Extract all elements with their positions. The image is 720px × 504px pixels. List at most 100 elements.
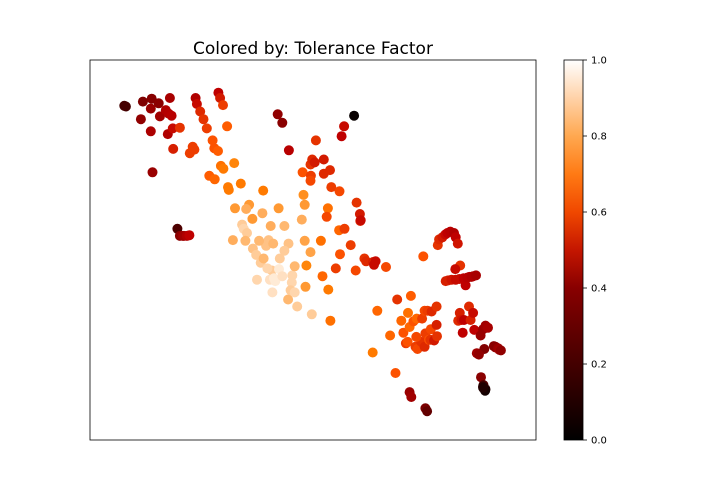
data-point-164 <box>431 301 442 312</box>
data-point-48 <box>240 235 251 246</box>
data-point-90 <box>297 167 308 178</box>
data-point-64 <box>268 238 279 249</box>
colorbar-tick-label-2: 0.4 <box>591 284 607 295</box>
data-point-153 <box>417 313 428 324</box>
data-point-17 <box>147 167 158 178</box>
data-point-36 <box>209 174 220 185</box>
data-point-123 <box>370 256 381 267</box>
colorbar-tick-label-4: 0.8 <box>591 132 607 143</box>
data-point-69 <box>265 221 276 231</box>
data-point-125 <box>367 347 378 358</box>
data-point-81 <box>292 301 303 312</box>
data-point-34 <box>218 163 229 174</box>
colorbar-tick-label-1: 0.2 <box>591 360 607 371</box>
colorbar-tick-label-3: 0.6 <box>591 208 607 219</box>
data-point-38 <box>223 184 234 195</box>
data-point-80 <box>289 287 300 298</box>
data-point-138 <box>381 262 391 272</box>
data-point-141 <box>396 315 407 326</box>
data-point-4 <box>145 103 156 114</box>
data-point-126 <box>339 121 350 132</box>
data-point-73 <box>279 245 290 256</box>
data-point-70 <box>273 203 284 214</box>
data-point-32 <box>222 121 233 132</box>
data-point-128 <box>277 117 288 128</box>
data-point-61 <box>270 276 281 287</box>
data-point-113 <box>350 265 361 276</box>
data-point-175 <box>452 238 463 249</box>
data-point-89 <box>306 309 317 320</box>
data-point-145 <box>403 307 413 318</box>
colorbar-ticks: 0.0 0.2 0.4 0.6 0.8 1.0 <box>583 56 607 447</box>
data-point-207 <box>478 382 489 393</box>
data-point-6 <box>153 98 164 109</box>
chart-title: Colored by: Tolerance Factor <box>193 39 433 59</box>
data-point-23 <box>195 106 206 117</box>
data-point-114 <box>349 110 360 121</box>
data-point-46 <box>242 228 252 238</box>
data-point-111 <box>339 223 350 234</box>
data-point-180 <box>457 327 468 338</box>
data-point-127 <box>336 131 347 142</box>
data-point-208 <box>473 349 484 360</box>
data-point-211 <box>483 322 493 333</box>
data-point-88 <box>301 260 312 271</box>
data-point-85 <box>305 247 316 258</box>
data-point-197 <box>468 307 479 318</box>
data-point-104 <box>315 235 326 246</box>
data-point-50 <box>251 249 262 260</box>
data-point-82 <box>296 214 307 225</box>
data-point-11 <box>164 93 175 103</box>
data-point-154 <box>418 251 429 262</box>
data-point-24 <box>198 114 209 125</box>
data-point-86 <box>299 235 310 246</box>
colorbar-tick-label-0: 0.0 <box>591 436 607 447</box>
data-point-99 <box>325 165 335 176</box>
data-point-68 <box>258 185 269 196</box>
data-point-103 <box>321 211 332 222</box>
plot-frame <box>89 59 537 441</box>
data-point-147 <box>405 290 416 301</box>
data-point-110 <box>335 249 345 260</box>
data-point-83 <box>299 199 310 210</box>
data-point-144 <box>402 336 413 347</box>
data-point-2 <box>135 114 146 125</box>
data-point-16 <box>174 122 185 133</box>
data-point-100 <box>326 182 337 193</box>
colorbar-tick-label-5: 1.0 <box>591 56 607 67</box>
data-point-22 <box>191 99 202 109</box>
data-point-71 <box>279 221 290 231</box>
data-point-165 <box>431 319 442 330</box>
data-point-139 <box>385 330 396 341</box>
data-point-15 <box>168 143 179 154</box>
data-point-194 <box>471 270 481 281</box>
data-point-53 <box>258 253 269 264</box>
data-point-130 <box>283 145 294 156</box>
data-point-75 <box>283 294 294 305</box>
data-point-52 <box>252 274 262 285</box>
data-point-107 <box>325 315 336 326</box>
data-point-74 <box>274 253 285 264</box>
data-point-166 <box>432 331 442 342</box>
data-point-96 <box>310 135 321 146</box>
data-point-124 <box>372 305 383 316</box>
data-point-31 <box>218 100 228 111</box>
data-point-66 <box>247 213 258 224</box>
points-layer <box>119 87 506 417</box>
data-point-8 <box>145 126 156 137</box>
data-point-76 <box>287 270 298 281</box>
data-point-189 <box>460 280 471 291</box>
data-point-20 <box>189 144 200 155</box>
data-point-63 <box>277 271 288 282</box>
data-point-57 <box>262 263 273 274</box>
data-point-223 <box>390 368 401 378</box>
data-point-28 <box>213 146 223 156</box>
data-point-87 <box>300 281 311 292</box>
data-point-40 <box>230 203 240 214</box>
data-point-47 <box>227 235 238 246</box>
data-point-93 <box>305 175 316 186</box>
data-point-222 <box>411 331 422 342</box>
data-point-43 <box>241 204 252 214</box>
data-point-25 <box>201 123 212 134</box>
